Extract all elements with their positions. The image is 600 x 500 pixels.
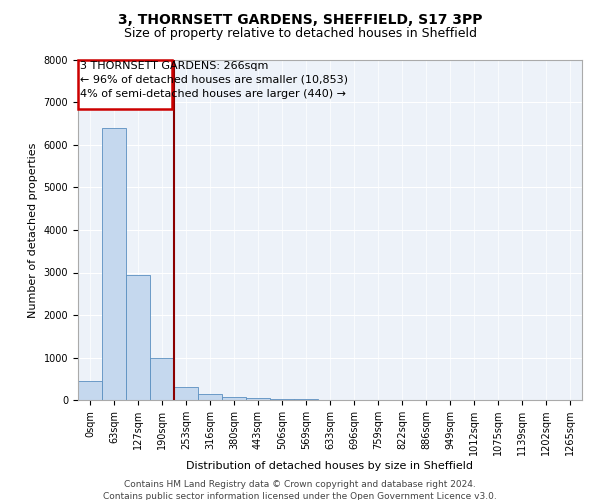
Bar — [246, 398, 270, 400]
Bar — [174, 387, 198, 400]
Text: 3 THORNSETT GARDENS: 266sqm: 3 THORNSETT GARDENS: 266sqm — [80, 61, 268, 71]
Y-axis label: Number of detached properties: Number of detached properties — [28, 142, 38, 318]
FancyBboxPatch shape — [78, 60, 172, 109]
Text: Contains public sector information licensed under the Open Government Licence v3: Contains public sector information licen… — [103, 492, 497, 500]
Bar — [198, 394, 222, 400]
Bar — [126, 274, 150, 400]
Text: ← 96% of detached houses are smaller (10,853): ← 96% of detached houses are smaller (10… — [80, 75, 348, 85]
X-axis label: Distribution of detached houses by size in Sheffield: Distribution of detached houses by size … — [187, 461, 473, 471]
Text: Contains HM Land Registry data © Crown copyright and database right 2024.: Contains HM Land Registry data © Crown c… — [124, 480, 476, 489]
Bar — [102, 128, 126, 400]
Bar — [150, 358, 174, 400]
Text: 3, THORNSETT GARDENS, SHEFFIELD, S17 3PP: 3, THORNSETT GARDENS, SHEFFIELD, S17 3PP — [118, 12, 482, 26]
Text: 4% of semi-detached houses are larger (440) →: 4% of semi-detached houses are larger (4… — [80, 89, 346, 99]
Bar — [222, 396, 246, 400]
Text: Size of property relative to detached houses in Sheffield: Size of property relative to detached ho… — [124, 28, 476, 40]
Bar — [78, 381, 102, 400]
Bar — [270, 399, 294, 400]
